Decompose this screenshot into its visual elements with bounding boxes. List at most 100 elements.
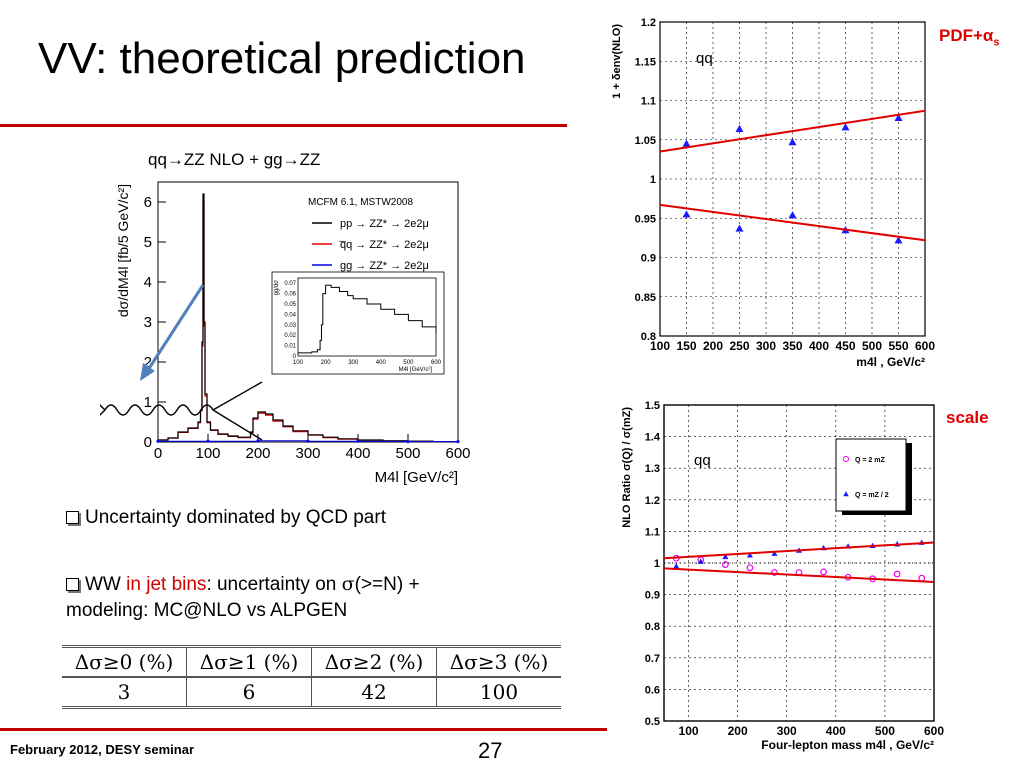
y-tick-label: 1.2 — [645, 495, 660, 507]
x-tick-label: 400 — [809, 339, 829, 353]
y-tick-label: 0.7 — [645, 653, 660, 665]
legend-label: Q = mZ / 2 — [855, 492, 889, 499]
footer-divider — [0, 728, 607, 731]
inset-plot-frame — [297, 277, 437, 357]
x-tick-label: 500 — [395, 445, 420, 462]
boson-wave — [104, 404, 214, 416]
x-tick-label: 400 — [826, 724, 846, 738]
x-tick-label: 300 — [756, 339, 776, 353]
y-tick-label: 1.1 — [641, 96, 656, 108]
pdf-alpha-label: PDF+αs — [939, 26, 1000, 49]
quark-line — [100, 409, 106, 416]
triangle-marker — [771, 550, 778, 556]
legend-label: q̅q → ZZ* → 2e2μ — [339, 239, 429, 251]
x-tick-label: 500 — [875, 724, 895, 738]
y-tick-label: 3 — [144, 314, 152, 331]
x-tick-label: 200 — [703, 339, 723, 353]
lepton-line — [212, 381, 263, 411]
series-point — [206, 439, 210, 443]
y-tick-label: 6 — [144, 194, 152, 211]
x-tick-label: 300 — [777, 724, 797, 738]
circle-marker — [893, 570, 901, 578]
fit-line — [659, 203, 926, 242]
table-cell: 6 — [186, 677, 312, 709]
triangle-marker — [722, 553, 729, 560]
x-tick-label: 200 — [728, 724, 748, 738]
x-tick-label: 600 — [445, 445, 470, 462]
x-tick-label: 550 — [888, 339, 908, 353]
y-axis-label: 1 + δenv(NLO) — [611, 24, 623, 99]
checkbox-bullet-icon — [66, 578, 79, 591]
y-axis-label: NLO Ratio σ(Q) / σ(mZ) — [621, 407, 633, 528]
y-tick-label: 0.95 — [635, 213, 656, 225]
series-point — [356, 439, 360, 443]
inset-x-tick-label: 500 — [403, 360, 414, 366]
legend-label: gg → ZZ* → 2e2μ — [340, 260, 429, 272]
pdf-uncertainty-chart: 100 150 200 250 300 350 400 450 500 550 600 0.8 0.85… — [611, 17, 935, 369]
bullet-qcd-text: Uncertainty dominated by QCD part — [85, 507, 386, 528]
y-tick-label: 5 — [144, 234, 152, 251]
x-tick-label: 500 — [862, 339, 882, 353]
triangle-marker — [894, 236, 903, 244]
inset-frame — [271, 271, 445, 375]
y-tick-label: 1.1 — [645, 526, 660, 538]
triangle-marker — [788, 138, 797, 146]
series-point — [406, 440, 410, 444]
legend-triangle-swatch — [843, 491, 849, 497]
table-header: Δσ≥1 (%) — [186, 645, 312, 678]
triangle-marker — [746, 552, 753, 558]
x-tick-label: 250 — [729, 339, 749, 353]
inset-x-tick-label: 400 — [376, 360, 387, 366]
triangle-marker — [673, 563, 680, 569]
x-tick-label: 350 — [782, 339, 802, 353]
x-tick-label: 450 — [835, 339, 855, 353]
triangle-marker — [697, 558, 704, 564]
inset-x-tick-label: 200 — [321, 360, 332, 366]
y-tick-label: 0.5 — [645, 716, 660, 728]
circle-marker — [721, 561, 729, 568]
inset-y-tick-label: 0.07 — [284, 281, 296, 287]
inset-y-tick-label: 0 — [293, 354, 297, 360]
triangle-marker — [682, 210, 691, 218]
inset-y-tick-label: 0.06 — [284, 292, 296, 298]
legend-circle-swatch — [843, 456, 849, 462]
inset-y-tick-label: 0.01 — [284, 344, 296, 350]
table-header-row: Δσ≥0 (%) Δσ≥1 (%) Δσ≥2 (%) Δσ≥3 (%) — [62, 645, 561, 678]
inset-y-tick-label: 0.05 — [284, 302, 296, 308]
bullet-ww: WW in jet bins: uncertainty on σ(>=N) + … — [66, 573, 420, 621]
x-axis-label: Four-lepton mass m4l , GeV/c² — [761, 738, 934, 752]
y-tick-label: 4 — [144, 274, 152, 291]
x-tick-label: 400 — [345, 445, 370, 462]
y-tick-label: 1 — [144, 394, 152, 411]
inset-y-tick-label: 0.02 — [284, 333, 296, 339]
uncertainty-table: Δσ≥0 (%) Δσ≥1 (%) Δσ≥2 (%) Δσ≥3 (%) 3 6 … — [62, 645, 561, 709]
inset-x-axis-label: M4l [GeV/c²] — [399, 367, 433, 373]
feynman-diagram-icon — [100, 381, 263, 441]
inset-x-tick-label: 300 — [348, 360, 359, 366]
fit-line — [659, 109, 926, 153]
triangle-marker — [788, 211, 797, 219]
triangle-marker — [841, 123, 850, 131]
y-tick-label: 2 — [144, 354, 152, 371]
y-tick-label: 1 — [650, 174, 656, 186]
triangle-marker — [682, 139, 691, 147]
x-tick-label: 600 — [915, 339, 935, 353]
scale-uncertainty-chart: 100 200 300 400 500 600 0.5 0.6 0.7 0.8 0.9 1 1.1 1.2… — [621, 400, 944, 752]
x-axis-label: m4l , GeV/c² — [856, 355, 925, 369]
x-tick-label: 100 — [195, 445, 220, 462]
circle-marker — [746, 564, 754, 572]
inset-y-tick-label: 0.04 — [284, 312, 296, 318]
inset-x-tick-label: 600 — [431, 360, 442, 366]
legend-box — [835, 438, 907, 512]
x-axis-label: M4l [GeV/c²] — [375, 469, 458, 486]
x-tick-label: 200 — [245, 445, 270, 462]
series-point — [456, 440, 460, 444]
triangle-marker — [735, 224, 744, 232]
quark-line — [100, 404, 106, 411]
y-tick-label: 1.3 — [645, 463, 660, 475]
annotation-text: qq — [694, 452, 711, 469]
series-point — [156, 439, 160, 443]
pointer-arrow — [146, 284, 205, 371]
legend-label: Q = 2 mZ — [855, 457, 885, 464]
